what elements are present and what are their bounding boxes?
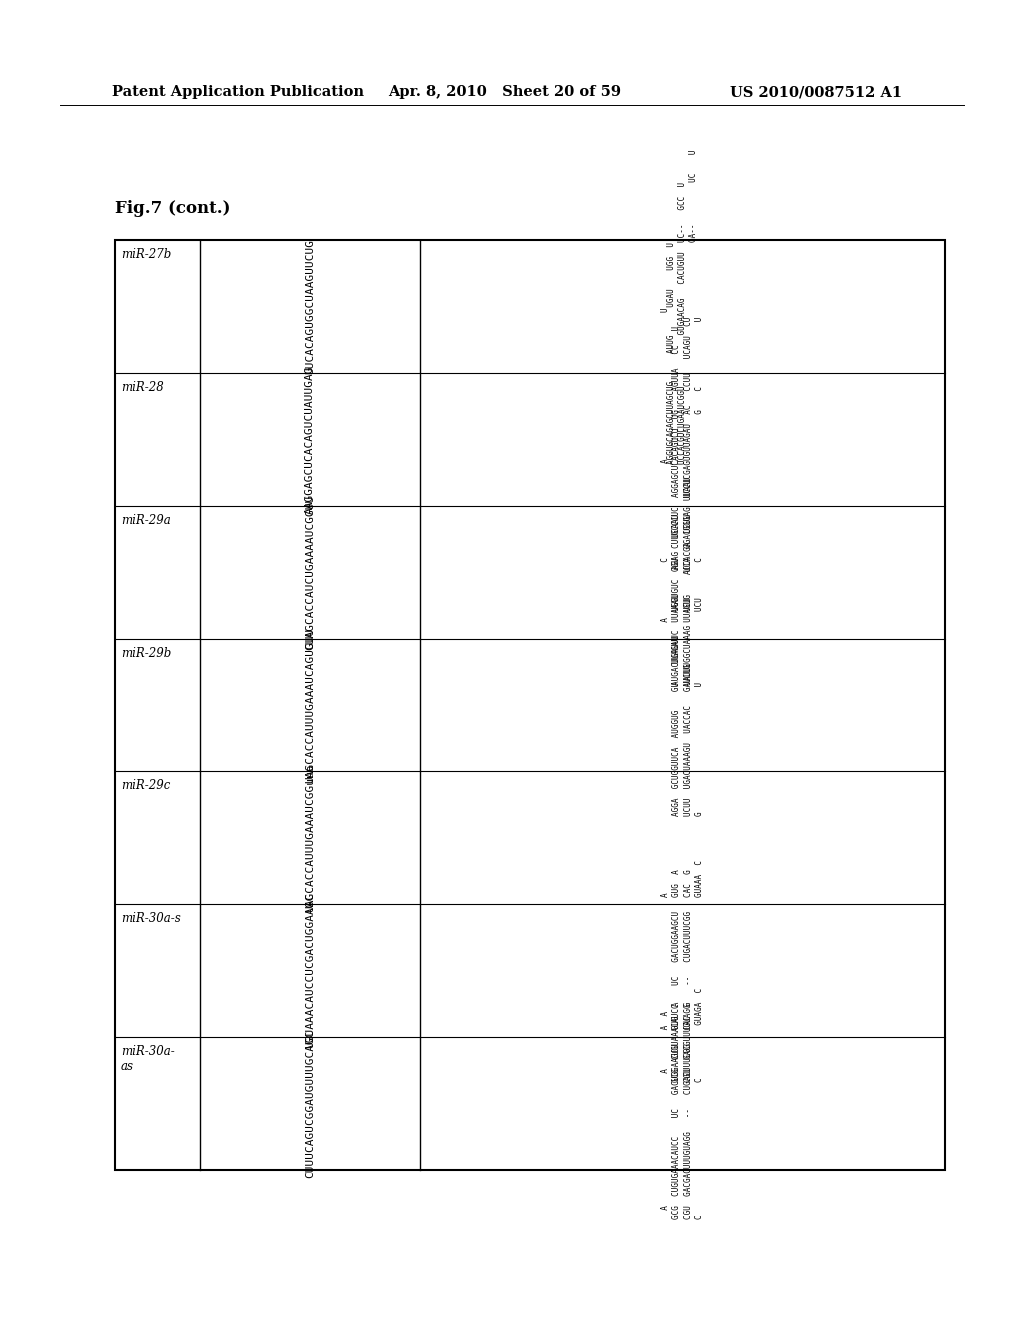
Text: A
AGGA  GCUGGUUCA  AUGGUG    GU    UUAGAU   UUAAAU
UCUU  UGACUAAAGU  UACCAC   GA: A AGGA GCUGGUUCA AUGGUG GU UUAGAU UUAAAU… <box>662 594 703 816</box>
Text: AGGUGCAGAGCUUAGCUG      AUUG      UGAU    UGG  U
UCCACGUCUGAAUCGGU           GUG: AGGUGCAGAGCUUAGCUG AUUG UGAU UGG U UCCAC… <box>667 149 698 463</box>
Text: A
AUGACUGAUUUC    UGGUGUC  AGAG   UCAAU
UAUUUGGCUAAAG   UCU     ACCACGA  UCUU   : A AUGACUGAUUUC UGGUGUC AGAG UCAAU UAUUUG… <box>662 459 703 685</box>
Text: miR-29a: miR-29a <box>121 513 171 527</box>
Text: miR-29c: miR-29c <box>121 779 170 792</box>
Text: miR-30a-
as: miR-30a- as <box>121 1045 175 1073</box>
Text: miR-27b: miR-27b <box>121 248 171 261</box>
Text: A                                     A
GCG  CUGUAAACAUCC    UC   GACUGGAAGCU   : A A GCG CUGUAAACAUCC UC GACUGGAAGCU <box>662 859 703 1081</box>
Text: UAGCACCAUUUGAAAUCAGUGUU: UAGCACCAUUUGAAAUCAGUGUU <box>305 627 315 783</box>
Text: Fig.7 (cont.): Fig.7 (cont.) <box>115 201 230 216</box>
Text: UAGCACCAUUUGAAAUCGGuua: UAGCACCAUUUGAAAUCGGuua <box>305 763 315 912</box>
Text: CUUUCAGUCGGAUGUUUGCAGC: CUUUCAGUCGGAUGUUUGCAGC <box>305 1030 315 1177</box>
Text: US 2010/0087512 A1: US 2010/0087512 A1 <box>730 84 902 99</box>
Text: miR-30a-s: miR-30a-s <box>121 912 181 925</box>
Text: A                                      A  A
GCG  CUGUGAAACAUCC    UC   GACUGGAAG: A A A GCG CUGUGAAACAUCC UC GACUGGAAG <box>662 987 703 1220</box>
Text: Apr. 8, 2010   Sheet 20 of 59: Apr. 8, 2010 Sheet 20 of 59 <box>388 84 621 99</box>
Text: CUAGCACCAUCUGAAAAUCGGUU: CUAGCACCAUCUGAAAAUCGGUU <box>305 495 315 649</box>
Text: Patent Application Publication: Patent Application Publication <box>112 84 364 99</box>
Text: UGUAAACAUCCUCGACUGGAAGC: UGUAAACAUCCUCGACUGGAAGC <box>305 894 315 1048</box>
Text: miR-29b: miR-29b <box>121 647 171 660</box>
Text: UUCACAGUGGCUAAGUUCUG: UUCACAGUGGCUAAGUUCUG <box>305 239 315 374</box>
Text: C                                                     U
GGU  CUUGCCCUC  AGGAGCUC: C U GGU CUUGCCCUC AGGAGCUC <box>662 308 703 572</box>
Bar <box>115 240 945 1170</box>
Text: miR-28: miR-28 <box>121 381 164 393</box>
Text: AAGGAGCUCACAGUCUAUUGAG: AAGGAGCUCACAGUCUAUUGAG <box>305 366 315 513</box>
